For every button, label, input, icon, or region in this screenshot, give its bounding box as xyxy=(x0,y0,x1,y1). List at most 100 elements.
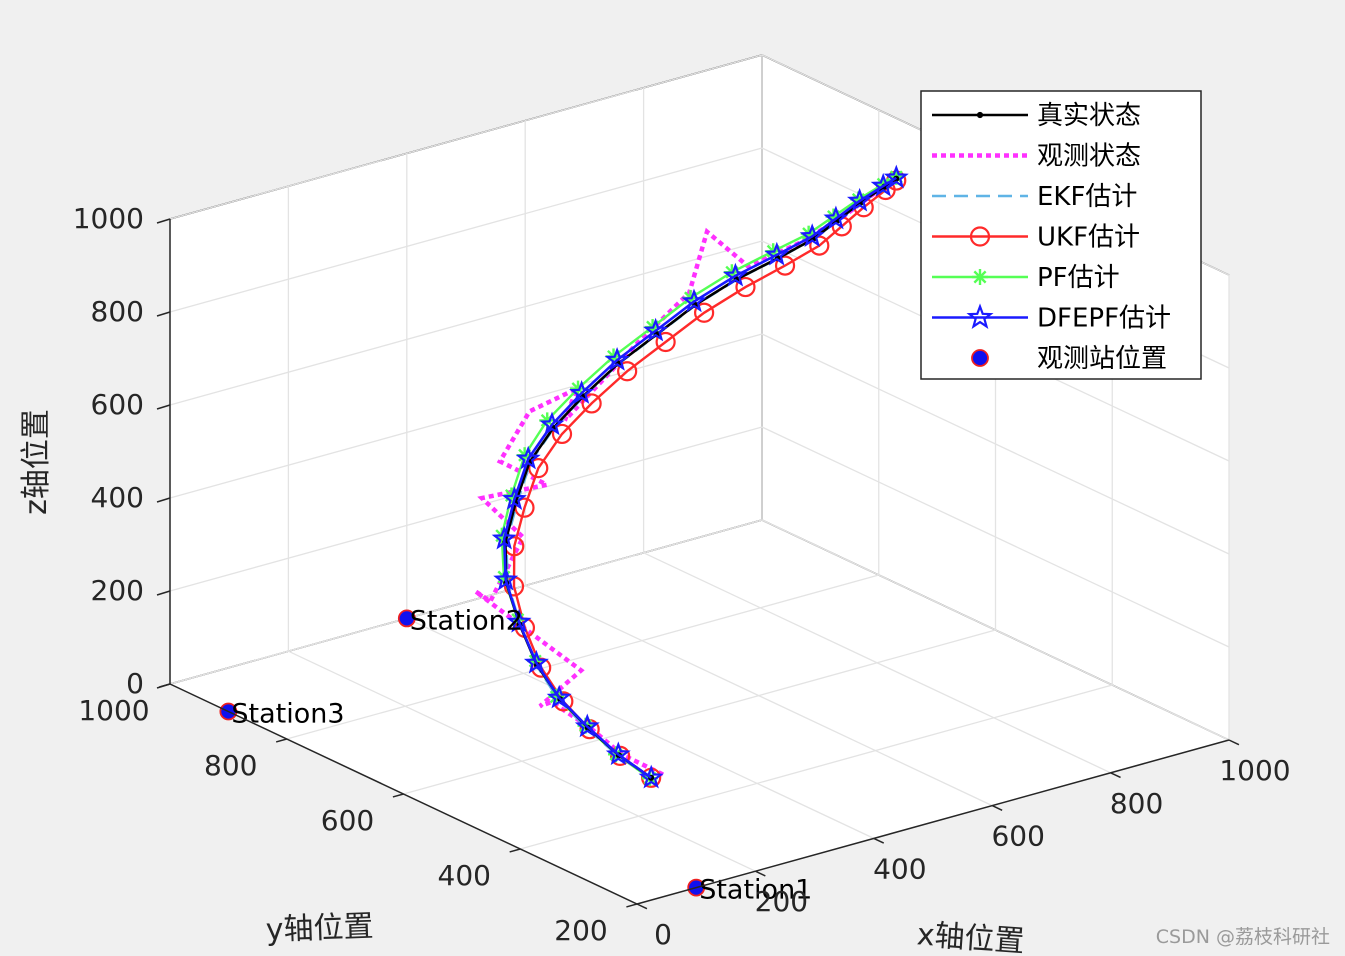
z-tick-label: 600 xyxy=(91,388,144,421)
legend-label: 真实状态 xyxy=(1037,101,1141,131)
legend-entry-true: 真实状态 xyxy=(932,101,1141,131)
ukf-marker xyxy=(528,458,549,479)
station-marker xyxy=(397,609,416,628)
stations-layer: Station1 Station2 Station3 xyxy=(219,605,812,906)
z-tick-mark xyxy=(156,311,171,317)
z-tick-label: 1000 xyxy=(73,202,144,235)
dfepf-marker xyxy=(491,525,517,550)
ukf-marker xyxy=(774,255,796,276)
y-tick-label: 200 xyxy=(554,914,607,947)
x-tick-label: 1000 xyxy=(1219,754,1290,787)
z-tick-label: 400 xyxy=(91,481,144,514)
dfepf-marker xyxy=(569,380,595,404)
dfepf-marker xyxy=(638,764,664,789)
grid-line-z-right xyxy=(761,333,1230,555)
legend-swatch-marker xyxy=(971,349,989,367)
back-wall-pane xyxy=(170,55,762,684)
ukf-marker xyxy=(694,302,715,323)
legend-label: PF估计 xyxy=(1037,263,1120,293)
legend-swatch-marker xyxy=(966,303,994,329)
x-tick-mark xyxy=(991,804,1003,811)
ukf-marker xyxy=(551,423,573,445)
y-tick-label: 400 xyxy=(438,859,491,892)
grid-line-z-back xyxy=(169,519,763,685)
dfepf-marker xyxy=(643,317,669,342)
y-tick-label: 1000 xyxy=(78,694,149,727)
dfepf-marker xyxy=(493,566,519,591)
watermark: CSDN @荔枝科研社 xyxy=(1156,926,1330,948)
station-label: Station2 xyxy=(410,605,523,636)
y-tick-label: 600 xyxy=(321,804,374,837)
axes-front xyxy=(156,218,1240,910)
x-tick-mark xyxy=(1228,739,1240,746)
tick-labels: 0200400600800100020040060080010000200400… xyxy=(73,202,1291,951)
x-tick-label: 0 xyxy=(654,918,672,951)
x-tick-label: 200 xyxy=(755,885,808,918)
dfepf-marker xyxy=(515,445,541,470)
dfepf-marker xyxy=(722,262,748,287)
y-tick-mark xyxy=(509,848,521,853)
legend-entry-dfepf: DFEPF估计 xyxy=(932,303,1171,334)
series-dfepf-line xyxy=(502,176,897,779)
legend-label: EKF估计 xyxy=(1037,182,1137,212)
series-observed-line xyxy=(474,176,898,777)
grid-line-z-back xyxy=(169,333,763,499)
dfepf-marker xyxy=(681,288,707,313)
z-tick-mark xyxy=(156,497,171,503)
station-label: Station1 xyxy=(699,875,812,906)
ukf-marker xyxy=(617,361,638,382)
y-tick-mark xyxy=(626,903,638,908)
x-tick-label: 600 xyxy=(991,820,1044,853)
legend-label: UKF估计 xyxy=(1037,223,1140,253)
y-tick-label: 800 xyxy=(204,749,257,782)
dfepf-marker xyxy=(764,241,790,266)
legend-entry-ukf: UKF估计 xyxy=(932,223,1140,253)
grid-line-y-floor xyxy=(403,629,996,795)
dfepf-marker xyxy=(574,713,600,738)
legend-swatch-marker xyxy=(976,111,984,119)
legend-label: DFEPF估计 xyxy=(1037,304,1171,334)
z-tick-mark xyxy=(156,683,171,689)
legend-entry-observed: 观测状态 xyxy=(932,142,1141,172)
x-axis-label: x轴位置 xyxy=(916,917,1026,956)
legend-entry-station: 观测站位置 xyxy=(971,344,1167,374)
y-tick-mark xyxy=(392,793,404,798)
station-label: Station3 xyxy=(231,699,344,730)
legend-entry-pf: PF估计 xyxy=(932,263,1120,293)
legend-entry-ekf: EKF估计 xyxy=(932,182,1137,212)
dfepf-marker xyxy=(604,346,630,371)
legend-swatch-marker xyxy=(972,269,988,285)
grid-line-z-right xyxy=(761,426,1230,648)
z-tick-label: 200 xyxy=(91,574,144,607)
series-ukf-line xyxy=(512,179,898,779)
grid-line-z-back xyxy=(169,54,763,220)
z-tick-mark xyxy=(156,590,171,596)
ukf-marker xyxy=(735,276,756,298)
grid-line-z-right xyxy=(761,519,1230,741)
grid-line-z-back xyxy=(169,240,763,406)
grid-line-y-floor xyxy=(520,684,1113,850)
dfepf-marker xyxy=(539,411,565,436)
z-tick-mark xyxy=(156,218,171,224)
z-axis-label: z轴位置 xyxy=(19,409,54,515)
z-tick-label: 0 xyxy=(126,667,144,700)
dfepf-marker xyxy=(501,486,527,510)
series-layer xyxy=(474,164,909,789)
legend-box xyxy=(920,90,1202,380)
dfepf-marker xyxy=(846,187,873,212)
dfepf-marker xyxy=(506,608,532,633)
dfepf-marker xyxy=(605,741,631,766)
x-axis-line xyxy=(636,739,1230,905)
x-tick-mark xyxy=(873,837,885,844)
grid-line-z-back xyxy=(169,147,763,313)
ukf-marker xyxy=(581,393,602,414)
dfepf-marker xyxy=(523,649,549,674)
legend-swatch-marker xyxy=(969,226,991,247)
legend-label: 观测状态 xyxy=(1037,142,1141,172)
y-tick-mark xyxy=(275,738,287,743)
x-tick-mark xyxy=(636,903,648,910)
dfepf-marker xyxy=(823,205,849,230)
x-tick-mark xyxy=(1110,772,1121,779)
